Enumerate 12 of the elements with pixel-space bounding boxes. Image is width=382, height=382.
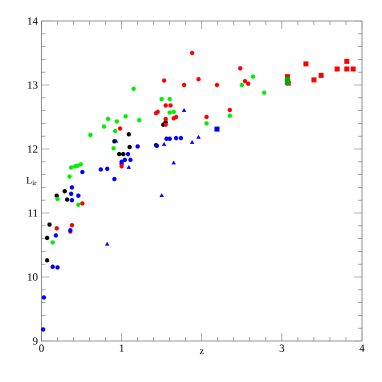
x-tick-label: 4 — [359, 344, 365, 352]
x-tick-label: 3 — [280, 344, 284, 352]
x-axis-title: z — [200, 350, 204, 354]
y-tick-label: 12 — [28, 145, 38, 153]
y-tick-label: 14 — [28, 17, 38, 25]
x-tick-label: 1 — [120, 344, 124, 352]
x-tick-label: 0 — [39, 344, 44, 352]
y-tick-label: 11 — [28, 209, 38, 217]
y-tick-label: 13 — [28, 81, 38, 89]
y-tick-label: 9 — [32, 337, 38, 345]
y-axis-title: L$_{ir}$ — [26, 176, 36, 186]
y-tick-label: 10 — [28, 273, 38, 281]
